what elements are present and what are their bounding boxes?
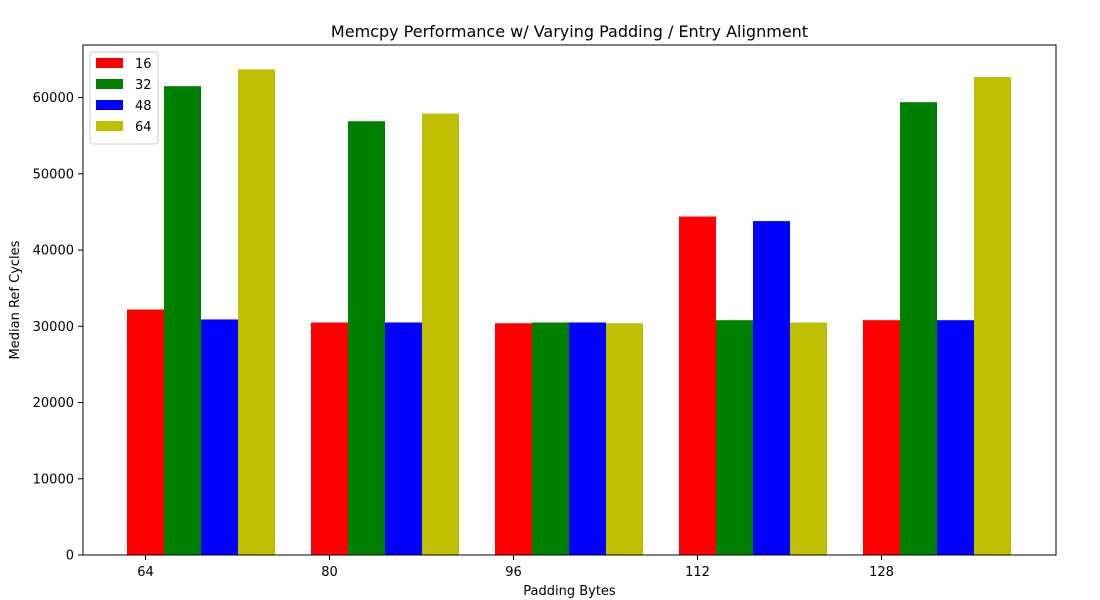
- bar-series-32-cat-80: [348, 121, 385, 555]
- y-tick-label: 40000: [33, 244, 74, 259]
- legend-label-48: 48: [135, 99, 152, 114]
- y-axis-label: Median Ref Cycles: [8, 240, 23, 359]
- x-axis: 64 80 96 112 128: [137, 555, 894, 580]
- bar-series-64-cat-80: [422, 113, 459, 555]
- legend-swatch-48: [96, 100, 123, 110]
- legend-label-32: 32: [135, 78, 152, 93]
- bar-series-48-cat-128: [937, 320, 974, 555]
- bars-layer: [127, 69, 1011, 556]
- plot-area-frame: [82, 44, 1057, 556]
- bar-series-16-cat-96: [495, 323, 532, 555]
- bar-series-64-cat-112: [790, 322, 827, 555]
- y-axis: 0 10000 20000 30000 40000 50000 60000: [33, 91, 83, 564]
- bar-series-48-cat-112: [753, 221, 790, 556]
- legend-swatch-64: [96, 121, 123, 131]
- legend: 16 32 48 64: [89, 51, 159, 145]
- y-tick-label: 60000: [33, 91, 74, 106]
- bar-series-64-cat-128: [974, 77, 1011, 555]
- x-tick-label: 128: [869, 565, 894, 580]
- legend-swatch-16: [96, 58, 123, 68]
- legend-label-64: 64: [135, 120, 152, 135]
- x-axis-label: Padding Bytes: [523, 584, 616, 599]
- x-tick-label: 96: [505, 565, 522, 580]
- x-tick-label: 80: [321, 565, 338, 580]
- y-tick-label: 50000: [33, 167, 74, 182]
- y-tick-label: 30000: [33, 320, 74, 335]
- y-tick-label: 10000: [33, 472, 74, 487]
- legend-label-16: 16: [135, 57, 152, 72]
- bar-series-64-cat-96: [606, 323, 643, 555]
- bar-series-16-cat-128: [863, 320, 900, 555]
- chart-title: Memcpy Performance w/ Varying Padding / …: [331, 22, 808, 41]
- bar-series-16-cat-64: [127, 309, 164, 555]
- y-tick-label: 20000: [33, 396, 74, 411]
- bar-series-32-cat-112: [716, 320, 753, 555]
- bar-series-32-cat-96: [532, 322, 569, 555]
- bar-series-48-cat-80: [385, 322, 422, 555]
- x-tick-label: 64: [137, 565, 154, 580]
- legend-swatch-32: [96, 79, 123, 89]
- bar-series-16-cat-80: [311, 322, 348, 555]
- bar-series-48-cat-96: [569, 322, 606, 555]
- bar-series-16-cat-112: [679, 216, 716, 555]
- x-tick-label: 112: [685, 565, 710, 580]
- bar-series-64-cat-64: [238, 69, 275, 555]
- bar-series-32-cat-128: [900, 102, 937, 555]
- bar-series-48-cat-64: [201, 319, 238, 555]
- y-tick-label: 0: [66, 549, 74, 564]
- bar-series-32-cat-64: [164, 86, 201, 555]
